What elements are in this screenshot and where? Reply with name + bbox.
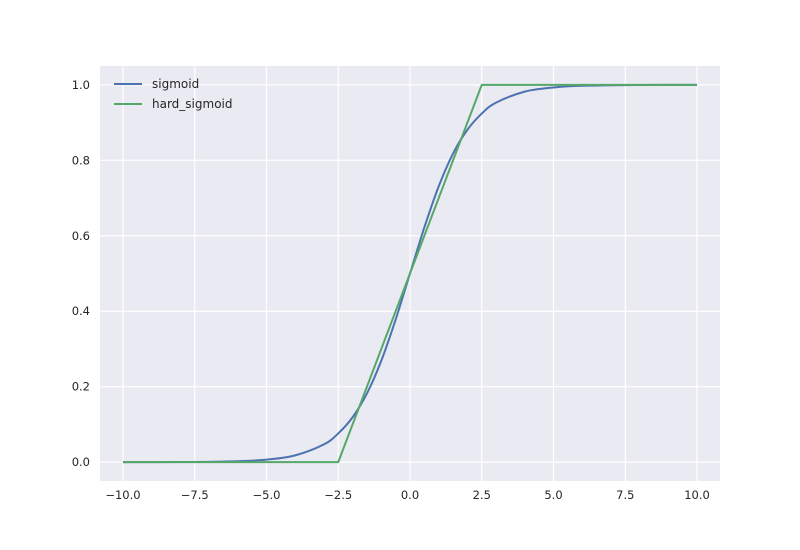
grid-lines [100,66,720,481]
x-tick-label: −10.0 [105,488,140,502]
y-tick-label: 0.8 [72,153,90,167]
x-tick-label: 5.0 [544,488,562,502]
x-tick-label: −5.0 [253,488,281,502]
x-tick-label: 7.5 [616,488,634,502]
y-tick-label: 0.2 [72,380,90,394]
legend: sigmoid hard_sigmoid [114,77,232,111]
x-tick-label: 2.5 [473,488,491,502]
legend-label-sigmoid: sigmoid [152,77,199,91]
series-lines [122,83,698,464]
x-tick-label: −2.5 [324,488,352,502]
tick-labels: −10.0 −7.5 −5.0 −2.5 0.0 2.5 5.0 7.5 10.0 0.0 0.2 0… [72,78,710,502]
series-line-hard-sigmoid [122,83,698,464]
y-tick-label: 1.0 [72,78,90,92]
y-tick-label: 0.0 [72,455,90,469]
legend-label-hard-sigmoid: hard_sigmoid [152,97,232,111]
x-tick-label: 10.0 [684,488,710,502]
x-tick-label: 0.0 [401,488,419,502]
y-tick-label: 0.6 [72,229,90,243]
x-tick-label: −7.5 [181,488,209,502]
y-tick-label: 0.4 [72,304,90,318]
